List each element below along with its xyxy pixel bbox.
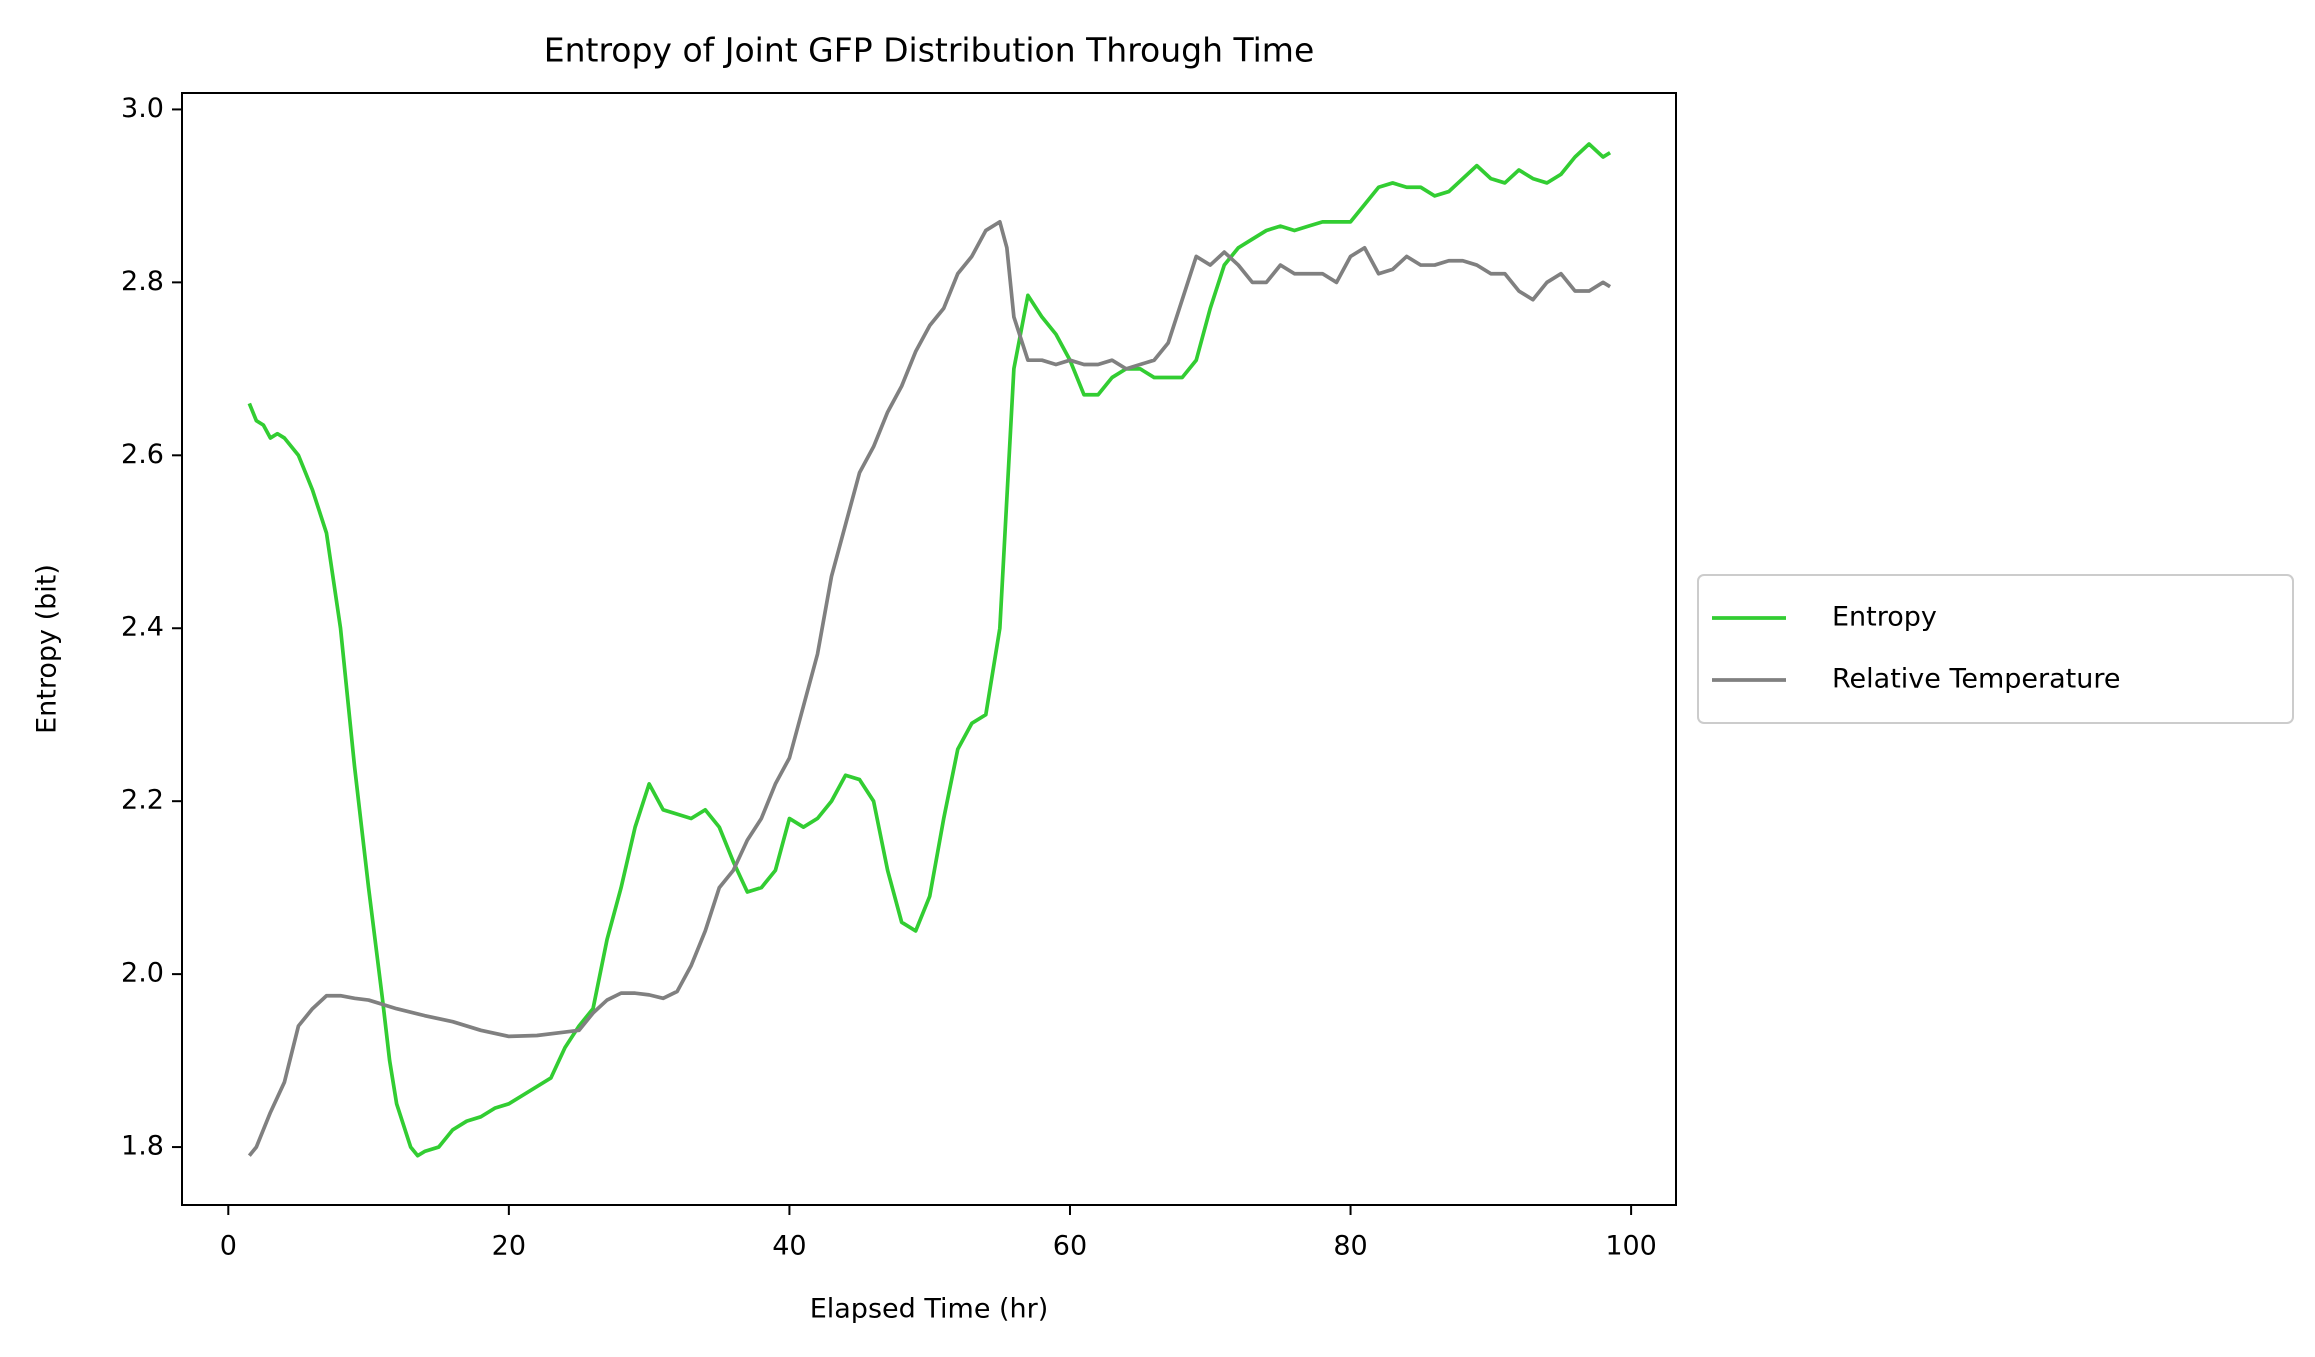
- y-tick-label: 1.8: [121, 1131, 164, 1162]
- x-tick-label: 80: [1333, 1231, 1367, 1262]
- x-tick-label: 40: [772, 1231, 806, 1262]
- chart-title: Entropy of Joint GFP Distribution Throug…: [544, 31, 1315, 70]
- legend-box: [1697, 574, 2294, 724]
- x-tick-label: 60: [1053, 1231, 1087, 1262]
- legend-label: Relative Temperature: [1832, 664, 2121, 695]
- plot-frame: [181, 92, 1677, 1206]
- x-tick-label: 0: [220, 1231, 237, 1262]
- legend: Entropy Relative Temperature: [1697, 574, 2294, 724]
- y-tick-label: 3.0: [121, 93, 164, 124]
- y-tick-label: 2.6: [121, 439, 164, 470]
- y-axis-label: Entropy (bit): [32, 564, 63, 734]
- legend-label: Entropy: [1832, 602, 1937, 633]
- y-tick-label: 2.0: [121, 958, 164, 989]
- y-tick-label: 2.2: [121, 785, 164, 816]
- x-axis-label: Elapsed Time (hr): [810, 1294, 1049, 1325]
- y-tick-label: 2.4: [121, 612, 164, 643]
- series-line: [247, 219, 1612, 1157]
- y-tick-label: 2.8: [121, 266, 164, 297]
- x-tick-label: 100: [1605, 1231, 1657, 1262]
- series-line: [247, 142, 1612, 1158]
- x-tick-label: 20: [492, 1231, 526, 1262]
